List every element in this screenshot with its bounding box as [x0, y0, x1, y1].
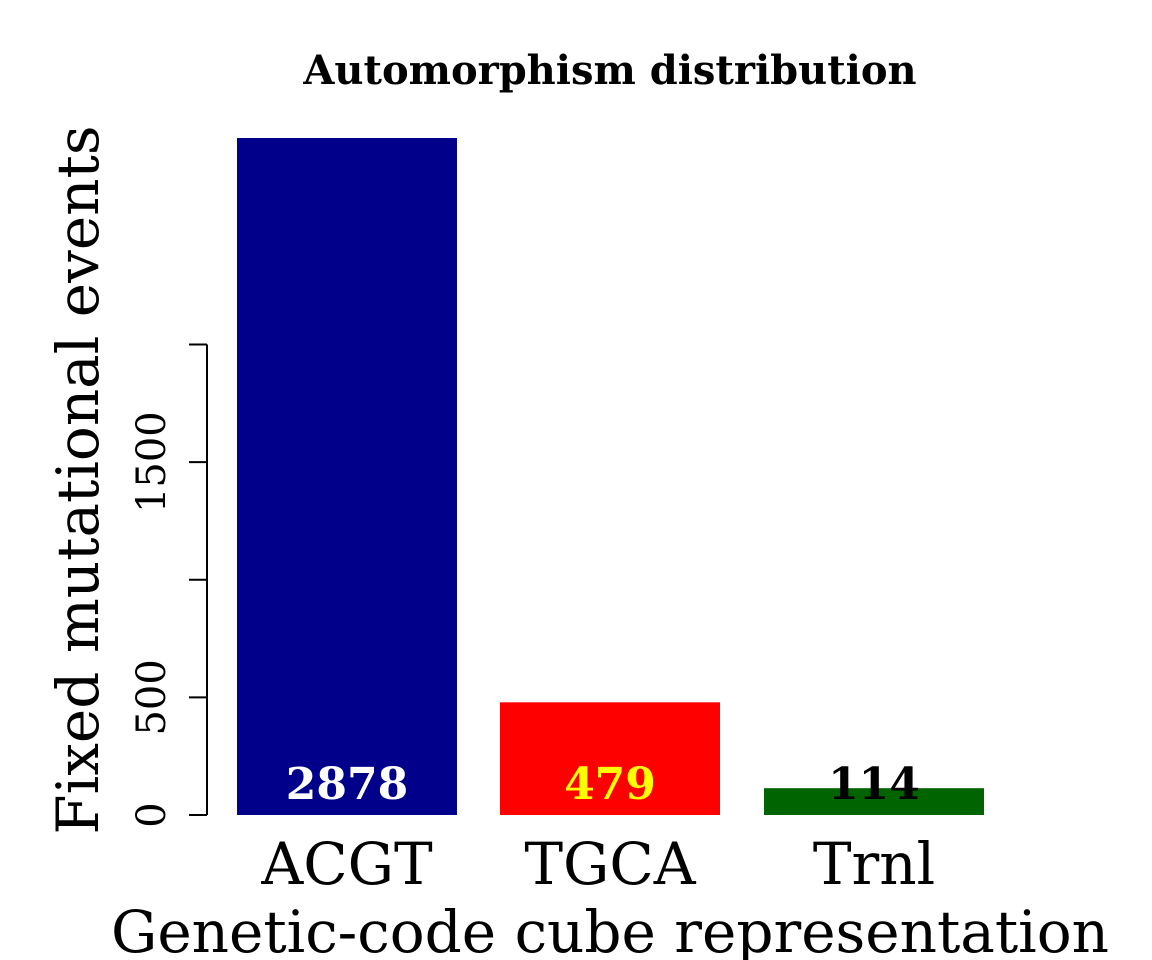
x-tick-label-tgca: TGCA	[524, 830, 696, 898]
bar-tgca	[500, 702, 720, 815]
bar-trnl	[764, 788, 984, 815]
bar-acgt	[237, 138, 457, 815]
x-tick-label-acgt: ACGT	[260, 830, 433, 898]
data-label-tgca: 479	[564, 759, 656, 810]
x-axis-label: Genetic-code cube representation	[111, 898, 1109, 960]
y-tick-label: 500	[129, 659, 175, 735]
category-labels-group: ACGT TGCA Trnl	[260, 830, 935, 898]
x-tick-label-trnl: Trnl	[813, 830, 935, 898]
y-axis: 0 500 1500	[129, 343, 208, 828]
data-label-acgt: 2878	[286, 759, 408, 810]
bars-group	[237, 138, 984, 815]
y-tick-label: 1500	[129, 411, 175, 513]
data-labels-group: 2878 479 114	[286, 759, 920, 810]
y-tick-label: 0	[129, 802, 175, 827]
chart-title: Automorphism distribution	[302, 47, 916, 94]
y-axis-label: Fixed mutational events	[44, 125, 112, 834]
data-label-trnl: 114	[828, 759, 920, 810]
